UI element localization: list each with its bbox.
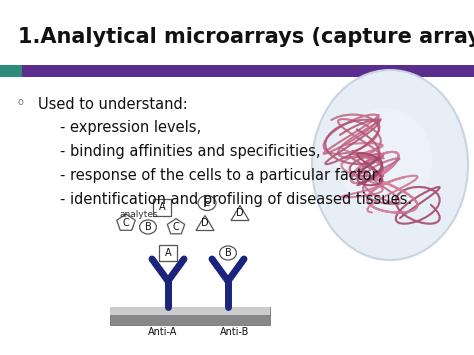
Text: C: C (123, 218, 129, 228)
Ellipse shape (198, 196, 216, 211)
Polygon shape (196, 215, 214, 230)
Text: Anti-A: Anti-A (148, 327, 177, 337)
Text: A: A (164, 248, 171, 258)
Text: Anti-B: Anti-B (220, 327, 249, 337)
Text: analytes: analytes (120, 210, 159, 219)
Ellipse shape (312, 70, 468, 260)
FancyBboxPatch shape (110, 307, 270, 315)
FancyBboxPatch shape (153, 198, 171, 215)
Text: A: A (159, 202, 165, 212)
Text: C: C (173, 222, 179, 232)
Text: B: B (145, 222, 151, 232)
Polygon shape (231, 206, 249, 220)
Text: 1.Analytical microarrays (capture arrays): 1.Analytical microarrays (capture arrays… (18, 27, 474, 47)
FancyBboxPatch shape (110, 307, 270, 325)
Text: o: o (18, 97, 24, 107)
Text: B: B (225, 248, 231, 258)
Text: - binding affinities and specificities,: - binding affinities and specificities, (60, 144, 320, 159)
Text: E: E (204, 198, 210, 208)
Text: - response of the cells to a particular factor,: - response of the cells to a particular … (60, 168, 382, 183)
Polygon shape (167, 219, 185, 234)
FancyBboxPatch shape (0, 65, 22, 77)
Text: - identification and profiling of diseased tissues.: - identification and profiling of diseas… (60, 192, 412, 207)
Ellipse shape (338, 108, 432, 212)
FancyBboxPatch shape (22, 65, 474, 77)
Text: Used to understand:: Used to understand: (38, 97, 188, 112)
Text: - expression levels,: - expression levels, (60, 120, 201, 135)
Text: D: D (201, 218, 209, 228)
Text: D: D (236, 208, 244, 218)
FancyBboxPatch shape (159, 245, 177, 261)
Ellipse shape (140, 220, 156, 234)
Ellipse shape (219, 246, 237, 260)
Polygon shape (117, 214, 135, 230)
